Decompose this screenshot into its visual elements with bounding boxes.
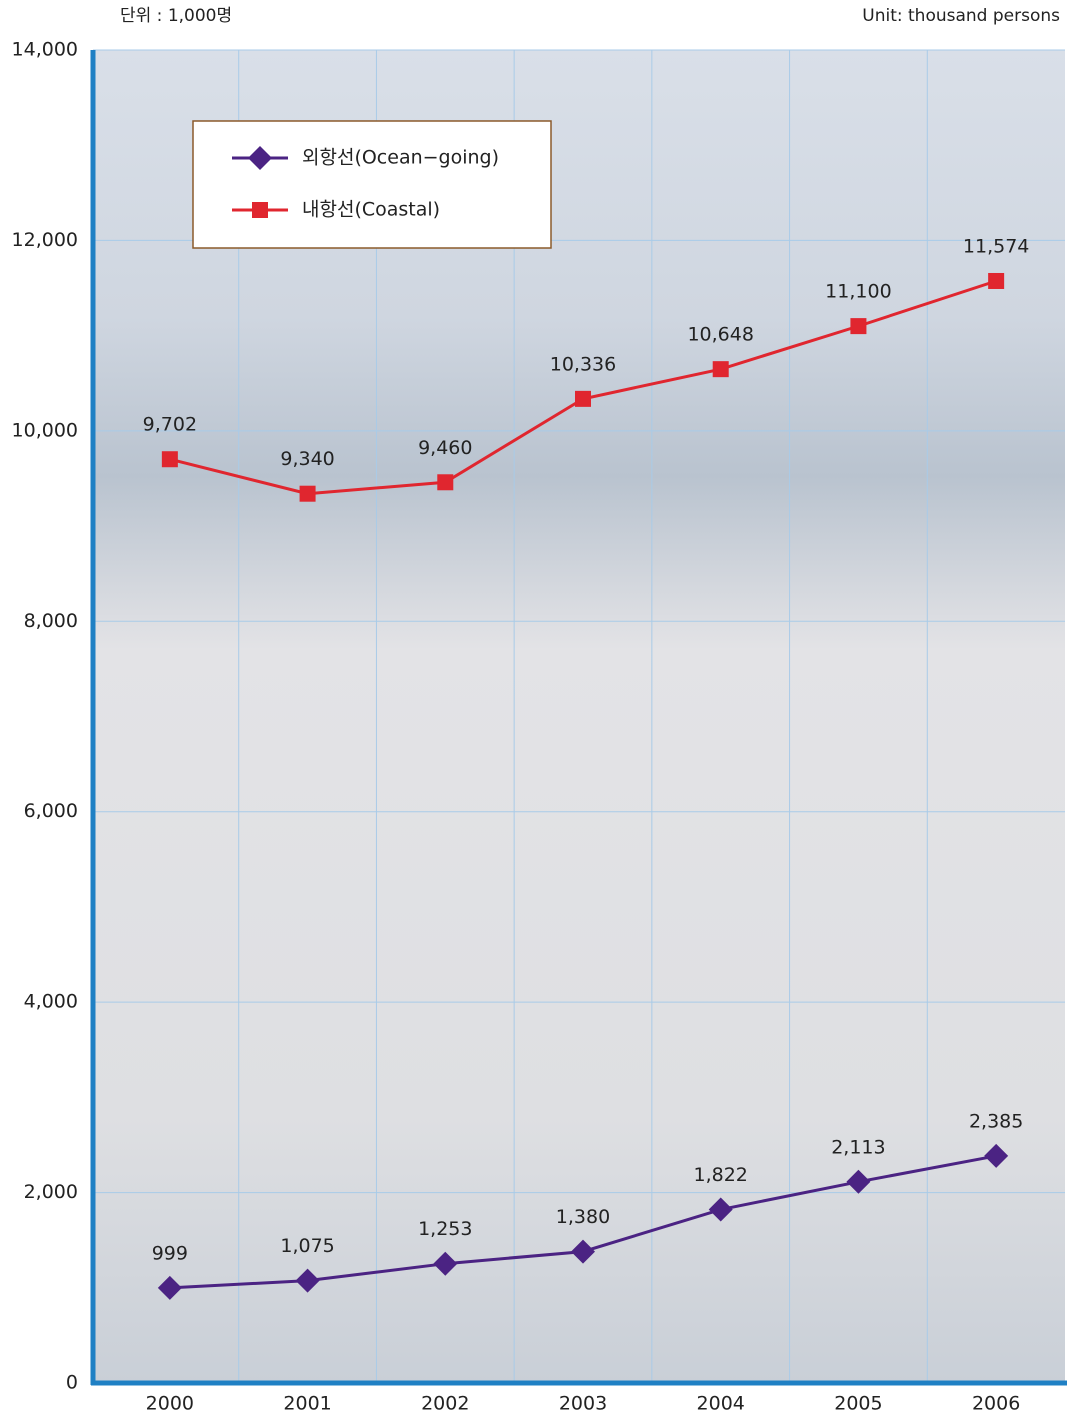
data-label: 9,460 (418, 437, 472, 459)
marker (988, 272, 1005, 289)
y-tick-label: 12,000 (12, 229, 78, 251)
data-label: 11,574 (963, 235, 1029, 257)
x-tick-label: 2005 (834, 1393, 882, 1415)
x-tick-label: 2001 (283, 1393, 331, 1415)
marker (299, 485, 316, 502)
marker (157, 1275, 182, 1300)
data-label: 11,100 (825, 281, 891, 303)
data-label: 1,075 (280, 1235, 334, 1257)
data-label: 10,336 (550, 353, 616, 375)
marker (437, 474, 454, 491)
plot-background (93, 50, 1065, 1383)
x-tick-label: 2000 (146, 1393, 194, 1415)
data-label: 1,822 (694, 1164, 748, 1186)
y-tick-label: 14,000 (12, 39, 78, 61)
unit-label: 단위 : 1,000명 (120, 6, 232, 26)
x-tick-label: 2004 (697, 1393, 745, 1415)
marker (571, 1239, 595, 1264)
marker (708, 1197, 733, 1222)
y-tick-label: 10,000 (12, 419, 78, 441)
y-tick-label: 8,000 (24, 610, 78, 632)
legend-box (192, 120, 552, 249)
data-label: 1,253 (418, 1218, 472, 1240)
data-label: 2,385 (969, 1110, 1023, 1132)
grid (93, 49, 1065, 1384)
marker (712, 361, 729, 378)
marker (575, 390, 591, 407)
marker (846, 1169, 871, 1194)
unit-label: Unit: thousand persons (862, 6, 1060, 26)
marker (850, 318, 867, 335)
data-label: 9,702 (143, 414, 197, 436)
y-tick-label: 6,000 (24, 800, 78, 822)
data-label: 2,113 (831, 1136, 885, 1158)
series-layer: 999 1,075 1,253 1,380 1,822 2,113 2,385 9,702 9,… (143, 235, 1029, 1300)
marker (252, 202, 268, 218)
marker (161, 451, 178, 468)
legend: 외항선(Ocean−going) 내항선(Coastal) (192, 120, 552, 249)
x-tick-label: 2002 (421, 1393, 469, 1415)
y-tick-label: 0 (66, 1372, 78, 1394)
marker (295, 1268, 320, 1293)
legend-label: 내항선(Coastal) (302, 199, 440, 221)
marker (433, 1251, 458, 1276)
x-tick-label: 2003 (559, 1393, 607, 1415)
y-tick-label: 2,000 (24, 1181, 78, 1203)
legend-label: 외항선(Ocean−going) (302, 147, 499, 169)
marker (984, 1143, 1009, 1168)
x-tick-label: 2006 (972, 1393, 1020, 1415)
data-label: 9,340 (280, 448, 334, 470)
marker (248, 146, 272, 170)
y-tick-label: 4,000 (24, 991, 78, 1013)
data-label: 10,648 (687, 324, 753, 346)
data-label: 1,380 (556, 1206, 610, 1228)
data-label: 999 (152, 1242, 188, 1264)
